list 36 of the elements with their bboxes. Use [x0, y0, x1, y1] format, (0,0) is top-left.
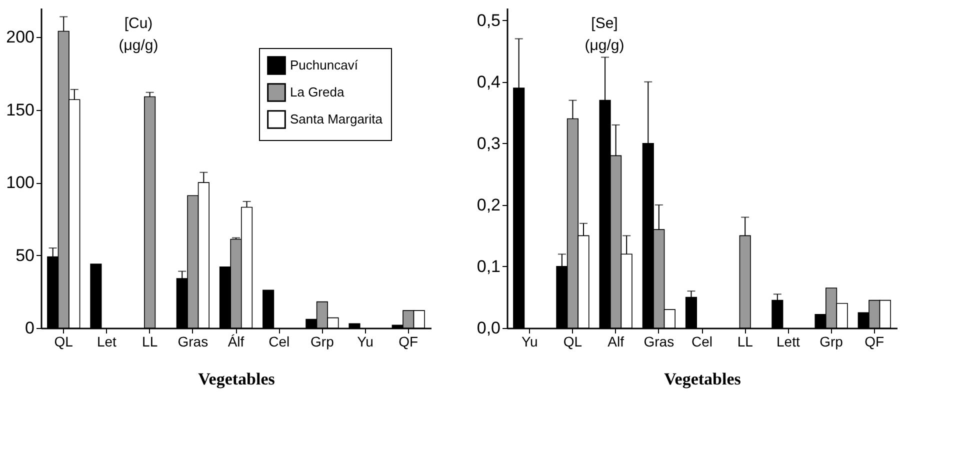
x-tick-label: Gras [644, 334, 674, 350]
legend-label: La Greda [290, 84, 345, 100]
y-tick-label: 200 [6, 28, 34, 47]
x-axis-title: Vegetables [198, 370, 276, 388]
x-tick-label: QF [398, 334, 418, 350]
y-tick-label: 0,0 [476, 318, 500, 338]
x-axis-title: Vegetables [664, 370, 742, 388]
x-tick-label: LL [142, 334, 158, 350]
x-tick-label: Grp [310, 334, 334, 350]
y-tick-label: 100 [6, 173, 34, 192]
y-tick-label: 0,4 [476, 72, 500, 92]
x-tick-label: Let [96, 334, 117, 350]
x-tick-label: QF [864, 334, 884, 350]
x-tick-label: Yu [357, 334, 374, 350]
legend-label: Puchuncaví [290, 58, 358, 72]
y-tick-label: 0,5 [476, 10, 500, 30]
x-tick-label: Yu [521, 334, 538, 350]
x-tick-label: QL [54, 334, 74, 350]
y-tick-label: 0,1 [476, 256, 500, 276]
annotation: [Se] (μg/g) [584, 15, 624, 54]
x-tick-label: LL [737, 334, 754, 350]
y-tick-label: 50 [16, 246, 34, 265]
y-tick-label: 0,2 [476, 195, 500, 214]
legend-label: Santa Margarita [290, 112, 384, 126]
y-tick-label: 0 [25, 318, 34, 338]
x-tick-label: QL [563, 334, 582, 350]
annotation: [Cu) (μg/g) [118, 15, 158, 54]
x-tick-label: Lett [776, 334, 800, 350]
y-tick-label: 0,3 [476, 134, 500, 153]
x-tick-label: Cel [691, 334, 713, 350]
x-tick-label: Gras [178, 334, 208, 350]
x-tick-label: Grp [820, 334, 844, 350]
x-tick-label: Cel [268, 334, 290, 350]
x-tick-label: Alf [608, 334, 624, 350]
x-tick-label: Álf [228, 334, 244, 350]
y-tick-label: 150 [6, 100, 34, 120]
